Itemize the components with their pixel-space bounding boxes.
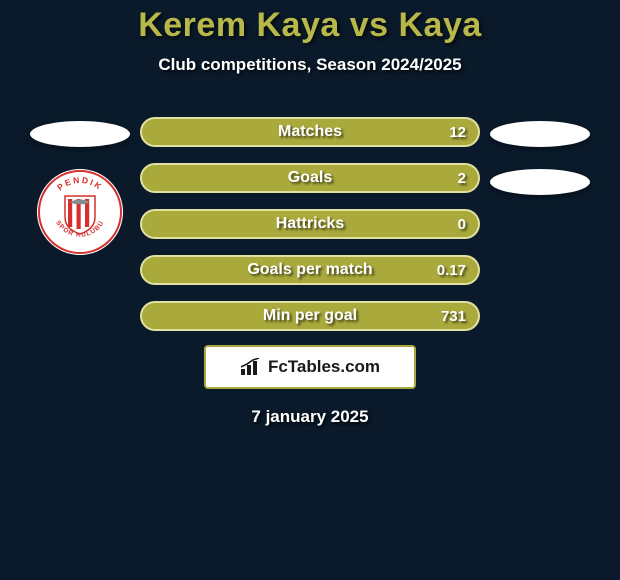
fctables-link[interactable]: FcTables.com	[204, 345, 416, 389]
fctables-label: FcTables.com	[268, 357, 380, 377]
stat-row-min-per-goal: Min per goal 731	[140, 301, 480, 331]
stat-row-hattricks: Hattricks 0	[140, 209, 480, 239]
stats-center-column: Matches 12 Goals 2 Hattricks 0 Goals per…	[140, 117, 480, 331]
comparison-card: Kerem Kaya vs Kaya Club competitions, Se…	[0, 0, 620, 427]
left-player-column: PENDIK SPOR KULÜBÜ	[20, 117, 140, 255]
stat-row-matches: Matches 12	[140, 117, 480, 147]
stat-label: Matches	[278, 123, 342, 141]
player-left-placeholder	[30, 121, 130, 147]
season-subtitle: Club competitions, Season 2024/2025	[158, 55, 461, 75]
stat-label: Goals	[288, 169, 332, 187]
stat-label: Min per goal	[263, 307, 357, 325]
club-right-placeholder	[490, 169, 590, 195]
bar-chart-icon	[240, 358, 262, 376]
stat-row-goals: Goals 2	[140, 163, 480, 193]
player-right-placeholder	[490, 121, 590, 147]
stat-right-value: 2	[458, 170, 466, 187]
stat-row-goals-per-match: Goals per match 0.17	[140, 255, 480, 285]
stat-right-value: 12	[449, 124, 466, 141]
right-player-column	[480, 117, 600, 217]
snapshot-date: 7 january 2025	[251, 407, 368, 427]
stat-right-value: 0	[458, 216, 466, 233]
stat-right-value: 0.17	[437, 262, 466, 279]
stat-right-value: 731	[441, 308, 466, 325]
pendik-crest-icon: PENDIK SPOR KULÜBÜ	[37, 169, 123, 255]
stat-label: Hattricks	[276, 215, 344, 233]
page-title: Kerem Kaya vs Kaya	[138, 6, 482, 45]
stats-area: PENDIK SPOR KULÜBÜ	[0, 117, 620, 331]
stat-label: Goals per match	[247, 261, 372, 279]
club-badge-left: PENDIK SPOR KULÜBÜ	[37, 169, 123, 255]
